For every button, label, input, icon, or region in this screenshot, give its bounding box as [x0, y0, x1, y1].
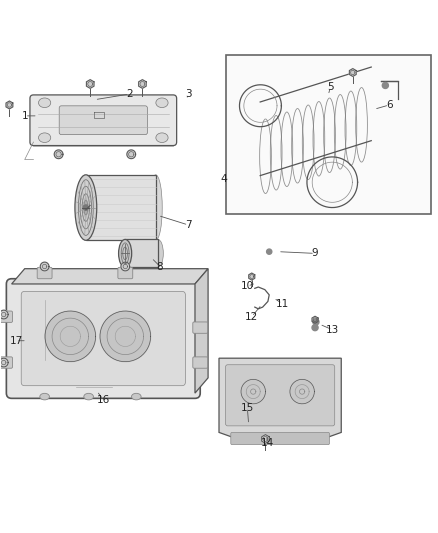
FancyBboxPatch shape — [193, 357, 208, 368]
Polygon shape — [312, 316, 318, 323]
FancyBboxPatch shape — [231, 432, 329, 445]
Ellipse shape — [119, 239, 132, 268]
Text: 1: 1 — [21, 111, 28, 121]
Polygon shape — [86, 175, 155, 240]
Text: 3: 3 — [185, 89, 192, 99]
Polygon shape — [195, 269, 208, 393]
Text: 2: 2 — [126, 89, 133, 99]
FancyBboxPatch shape — [226, 365, 335, 426]
Text: 14: 14 — [261, 438, 274, 448]
FancyBboxPatch shape — [7, 279, 200, 398]
FancyBboxPatch shape — [59, 106, 148, 135]
Polygon shape — [267, 249, 272, 254]
Text: 7: 7 — [185, 220, 192, 230]
Ellipse shape — [149, 175, 162, 240]
Text: 6: 6 — [386, 100, 392, 110]
Text: 17: 17 — [9, 336, 23, 346]
Polygon shape — [40, 262, 49, 271]
Polygon shape — [100, 311, 151, 362]
Polygon shape — [127, 150, 136, 159]
Polygon shape — [313, 319, 319, 325]
Text: 4: 4 — [220, 174, 227, 184]
Text: 11: 11 — [276, 298, 289, 309]
Polygon shape — [45, 311, 95, 362]
Polygon shape — [54, 150, 63, 159]
FancyBboxPatch shape — [0, 311, 12, 322]
Polygon shape — [249, 273, 255, 280]
Ellipse shape — [75, 175, 97, 240]
Polygon shape — [0, 358, 8, 367]
Text: 9: 9 — [312, 248, 318, 259]
FancyBboxPatch shape — [21, 292, 185, 386]
Text: 13: 13 — [326, 325, 339, 335]
Text: 16: 16 — [97, 394, 110, 405]
FancyBboxPatch shape — [0, 357, 12, 368]
Ellipse shape — [156, 98, 168, 108]
Ellipse shape — [152, 239, 163, 268]
Bar — [226, 55, 431, 214]
Polygon shape — [382, 83, 389, 88]
Polygon shape — [261, 434, 269, 443]
Polygon shape — [350, 69, 356, 76]
Text: 15: 15 — [241, 403, 254, 414]
FancyBboxPatch shape — [118, 268, 133, 279]
Polygon shape — [12, 269, 208, 284]
FancyBboxPatch shape — [37, 268, 52, 279]
Polygon shape — [139, 79, 146, 88]
Polygon shape — [6, 101, 13, 109]
Ellipse shape — [39, 98, 51, 108]
Polygon shape — [86, 79, 94, 88]
Polygon shape — [290, 379, 314, 404]
Ellipse shape — [84, 393, 93, 400]
Polygon shape — [241, 379, 265, 404]
Polygon shape — [0, 310, 8, 319]
Ellipse shape — [156, 133, 168, 142]
Polygon shape — [219, 358, 341, 439]
Text: 10: 10 — [241, 281, 254, 291]
Text: 8: 8 — [157, 262, 163, 271]
Ellipse shape — [131, 393, 141, 400]
Text: 12: 12 — [245, 312, 258, 322]
Text: 5: 5 — [327, 83, 334, 93]
Circle shape — [83, 205, 88, 210]
Polygon shape — [125, 239, 158, 268]
Polygon shape — [121, 262, 130, 271]
FancyBboxPatch shape — [193, 322, 208, 333]
Ellipse shape — [40, 393, 49, 400]
Ellipse shape — [39, 133, 51, 142]
Polygon shape — [312, 325, 318, 330]
FancyBboxPatch shape — [30, 95, 177, 146]
